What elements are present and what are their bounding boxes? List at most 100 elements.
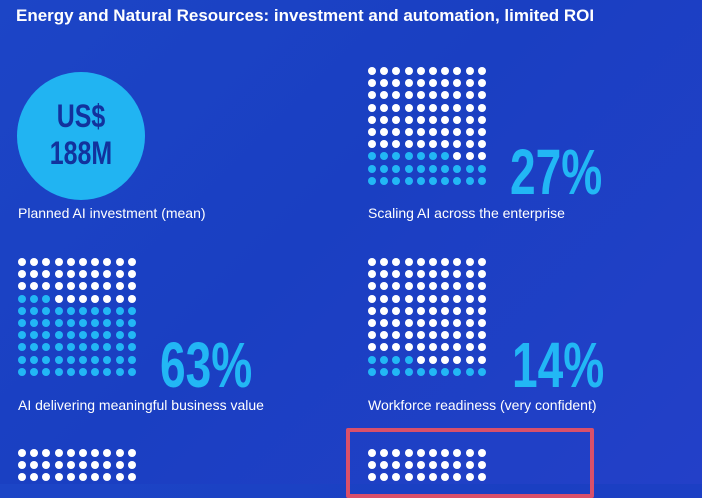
investment-circle: US$ 188M [17,72,145,200]
highlight-box [346,428,594,498]
dot-filled [441,164,450,173]
dot-empty [103,282,112,291]
dot-filled [465,176,474,185]
stat-value-scaling: 27% [510,136,603,208]
dot-empty [127,449,136,457]
dot-empty [429,79,437,88]
dot-empty [115,270,124,279]
dot-empty [416,461,425,470]
page-title: Energy and Natural Resources: investment… [16,6,595,25]
dot-filled [404,164,413,173]
dot-empty [453,331,462,340]
dot-empty [380,91,389,100]
dot-empty [429,282,437,291]
dot-empty [368,294,376,303]
dot-empty [477,115,486,124]
dot-empty [79,282,87,291]
dot-filled [380,152,389,161]
dot-empty [380,103,389,112]
dot-empty [429,258,437,266]
dot-filled [127,367,136,376]
dot-empty [368,140,376,149]
dot-empty [368,319,376,327]
dot-empty [465,115,474,124]
dot-filled [127,355,136,364]
dot-empty [404,449,413,457]
dot-empty [392,270,401,279]
dot-empty [66,258,75,266]
dot-empty [368,103,376,112]
dot-empty [453,294,462,303]
dot-empty [380,270,389,279]
dot-empty [404,128,413,136]
dot-empty [441,115,450,124]
dot-empty [429,306,437,315]
dot-empty [465,282,474,291]
dot-empty [392,461,401,470]
dot-empty [404,343,413,352]
dot-empty [441,128,450,136]
dot-empty [404,306,413,315]
dot-empty [441,343,450,352]
dot-empty [392,343,401,352]
dot-filled [392,355,401,364]
dot-empty [477,128,486,136]
dot-filled [429,176,437,185]
dot-empty [477,461,486,470]
dot-empty [392,103,401,112]
dot-empty [368,461,376,470]
dot-empty [465,152,474,161]
dot-empty [441,270,450,279]
dot-empty [91,270,100,279]
dot-empty [429,343,437,352]
dot-empty [368,331,376,340]
dot-filled [103,367,112,376]
dot-empty [380,294,389,303]
dot-empty [30,449,39,457]
dot-filled [30,294,39,303]
dot-empty [18,461,26,470]
dot-filled [18,343,26,352]
dot-empty [380,461,389,470]
dot-empty [380,331,389,340]
dot-empty [429,473,437,482]
dot-empty [115,473,124,482]
dot-empty [441,449,450,457]
dot-empty [404,461,413,470]
dot-empty [429,91,437,100]
dot-empty [465,67,474,75]
dot-filled [30,306,39,315]
dot-empty [416,331,425,340]
dot-empty [465,473,474,482]
dot-empty [453,67,462,75]
dot-empty [66,282,75,291]
dot-empty [66,270,75,279]
dot-empty [42,461,51,470]
dot-filled [465,164,474,173]
dot-filled [127,306,136,315]
dot-empty [477,294,486,303]
dot-filled [79,343,87,352]
dot-filled [66,355,75,364]
dot-empty [404,140,413,149]
dot-empty [465,103,474,112]
stat-value-value: 63% [160,329,253,401]
dot-empty [103,294,112,303]
dot-empty [42,473,51,482]
dot-filled [429,164,437,173]
dot-empty [392,294,401,303]
dot-empty [441,91,450,100]
dot-empty [380,258,389,266]
dot-filled [368,152,376,161]
dot-empty [465,461,474,470]
dot-filled [416,164,425,173]
dot-empty [380,128,389,136]
dot-empty [42,449,51,457]
dot-filled [66,306,75,315]
dot-empty [416,449,425,457]
dot-filled [380,355,389,364]
dot-empty [404,115,413,124]
dot-filled [42,343,51,352]
dot-empty [416,258,425,266]
investment-label: Planned AI investment (mean) [18,205,206,221]
